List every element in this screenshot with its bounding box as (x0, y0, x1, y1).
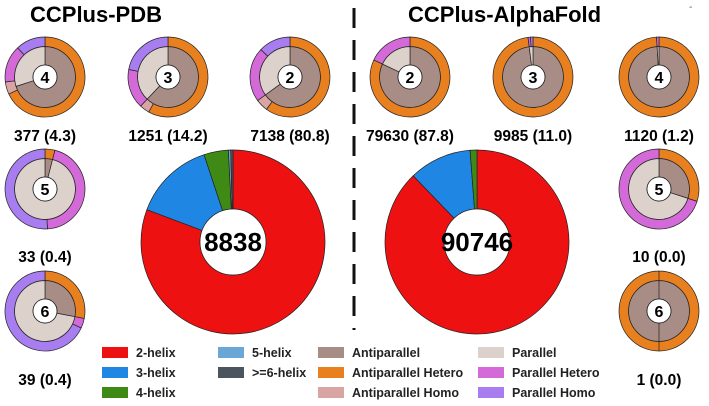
donut-chart-pdb-6: 6 39 (0.4) (4, 270, 86, 389)
legend-swatch-antiparallel (318, 347, 344, 358)
af-6-center-label: 6 (655, 304, 664, 321)
af-3-outer-slice-parallel-homo (530, 36, 534, 48)
legend-label-parallel: Parallel (512, 346, 556, 360)
donut-chart-af-6: 6 1 (0.0) (618, 270, 700, 389)
legend: 2-helix 3-helix 4-helix 5-helix >=6-helix Ant… (102, 346, 600, 400)
af-main-center-hole (443, 208, 511, 276)
af-5-center-label: 5 (655, 182, 664, 199)
pdb-6-center-label: 6 (41, 304, 50, 321)
pdb-6-center-hole (32, 298, 58, 324)
pdb-3-center-label: 3 (164, 70, 173, 87)
pdb-4-center-label: 4 (41, 70, 50, 87)
corner-mark: - (689, 2, 692, 13)
pdb-2-center-hole (277, 64, 303, 90)
af-4-outer-slice-parallel-hetero (656, 36, 660, 48)
donut-chart-af-2: 2 79630 (87.8) (366, 36, 454, 145)
donut-chart-pdb-main: 8838 (140, 149, 326, 335)
af-4-center-label: 4 (655, 70, 664, 87)
af-2-center-label: 2 (406, 70, 415, 87)
af-3-center-label: 3 (529, 70, 538, 87)
donut-chart-af-main: 90746 (384, 149, 570, 335)
donut-chart-af-4: 4 1120 (1.2) (618, 36, 700, 145)
legend-swatch-4-helix (102, 387, 128, 398)
pdb-3-center-hole (155, 64, 181, 90)
legend-label-4-helix: 4-helix (136, 386, 176, 400)
legend-swatch-parallel (478, 347, 504, 358)
donut-chart-pdb-3: 3 1251 (14.2) (127, 36, 209, 145)
donut-chart-pdb-2: 2 7138 (80.8) (249, 36, 331, 145)
pdb-main-center-label: 8838 (204, 227, 262, 257)
title-alphafold: CCPlus-AlphaFold (408, 2, 601, 27)
title-pdb: CCPlus-PDB (30, 2, 162, 27)
donut-chart-af-5: 5 10 (0.0) (618, 148, 700, 266)
donut-chart-pdb-4: 4 377 (4.3) (4, 36, 86, 145)
legend-swatch-5-helix (218, 347, 244, 358)
af-2-caption: 79630 (87.8) (366, 128, 454, 145)
af-2-center-hole (397, 64, 423, 90)
pdb-4-caption: 377 (4.3) (14, 128, 76, 145)
legend-label-5-helix: 5-helix (252, 346, 292, 360)
af-6-center-hole (646, 298, 672, 324)
legend-swatch-3-helix (102, 367, 128, 378)
legend-label-6-helix: >=6-helix (252, 366, 306, 380)
pdb-2-caption: 7138 (80.8) (250, 128, 329, 145)
donut-chart-af-3: 3 9985 (11.0) (492, 36, 574, 145)
legend-label-antiparallel: Antiparallel (352, 346, 420, 360)
pdb-main-center-hole (199, 208, 267, 276)
af-3-caption: 9985 (11.0) (494, 128, 572, 145)
af-4-caption: 1120 (1.2) (624, 128, 694, 145)
af-4-center-hole (646, 64, 672, 90)
legend-swatch-6-helix (218, 367, 244, 378)
af-5-caption: 10 (0.0) (632, 249, 685, 266)
legend-swatch-parallel-hetero (478, 367, 504, 378)
legend-label-2-helix: 2-helix (136, 346, 176, 360)
legend-swatch-parallel-homo (478, 387, 504, 398)
pdb-5-center-hole (32, 176, 58, 202)
af-main-center-label: 90746 (441, 227, 513, 257)
pdb-4-center-hole (32, 64, 58, 90)
legend-swatch-antiparallel-hetero (318, 367, 344, 378)
legend-label-parallel-homo: Parallel Homo (512, 386, 596, 400)
pdb-5-center-label: 5 (41, 182, 50, 199)
af-5-center-hole (646, 176, 672, 202)
af-6-caption: 1 (0.0) (637, 372, 682, 389)
charts-layer: 8838 90746 4 377 (4.3) 3 1251 (14.2) 2 7138 (80… (4, 36, 700, 389)
legend-label-parallel-hetero: Parallel Hetero (512, 366, 600, 380)
legend-label-3-helix: 3-helix (136, 366, 176, 380)
legend-label-antiparallel-hetero: Antiparallel Hetero (352, 366, 464, 380)
af-3-center-hole (520, 64, 546, 90)
pdb-2-center-label: 2 (286, 70, 295, 87)
legend-label-antiparallel-homo: Antiparallel Homo (352, 386, 459, 400)
legend-swatch-2-helix (102, 347, 128, 358)
pdb-5-caption: 33 (0.4) (18, 249, 71, 266)
legend-swatch-antiparallel-homo (318, 387, 344, 398)
pdb-6-caption: 39 (0.4) (18, 372, 71, 389)
pdb-3-caption: 1251 (14.2) (128, 128, 207, 145)
donut-chart-pdb-5: 5 33 (0.4) (4, 148, 86, 266)
